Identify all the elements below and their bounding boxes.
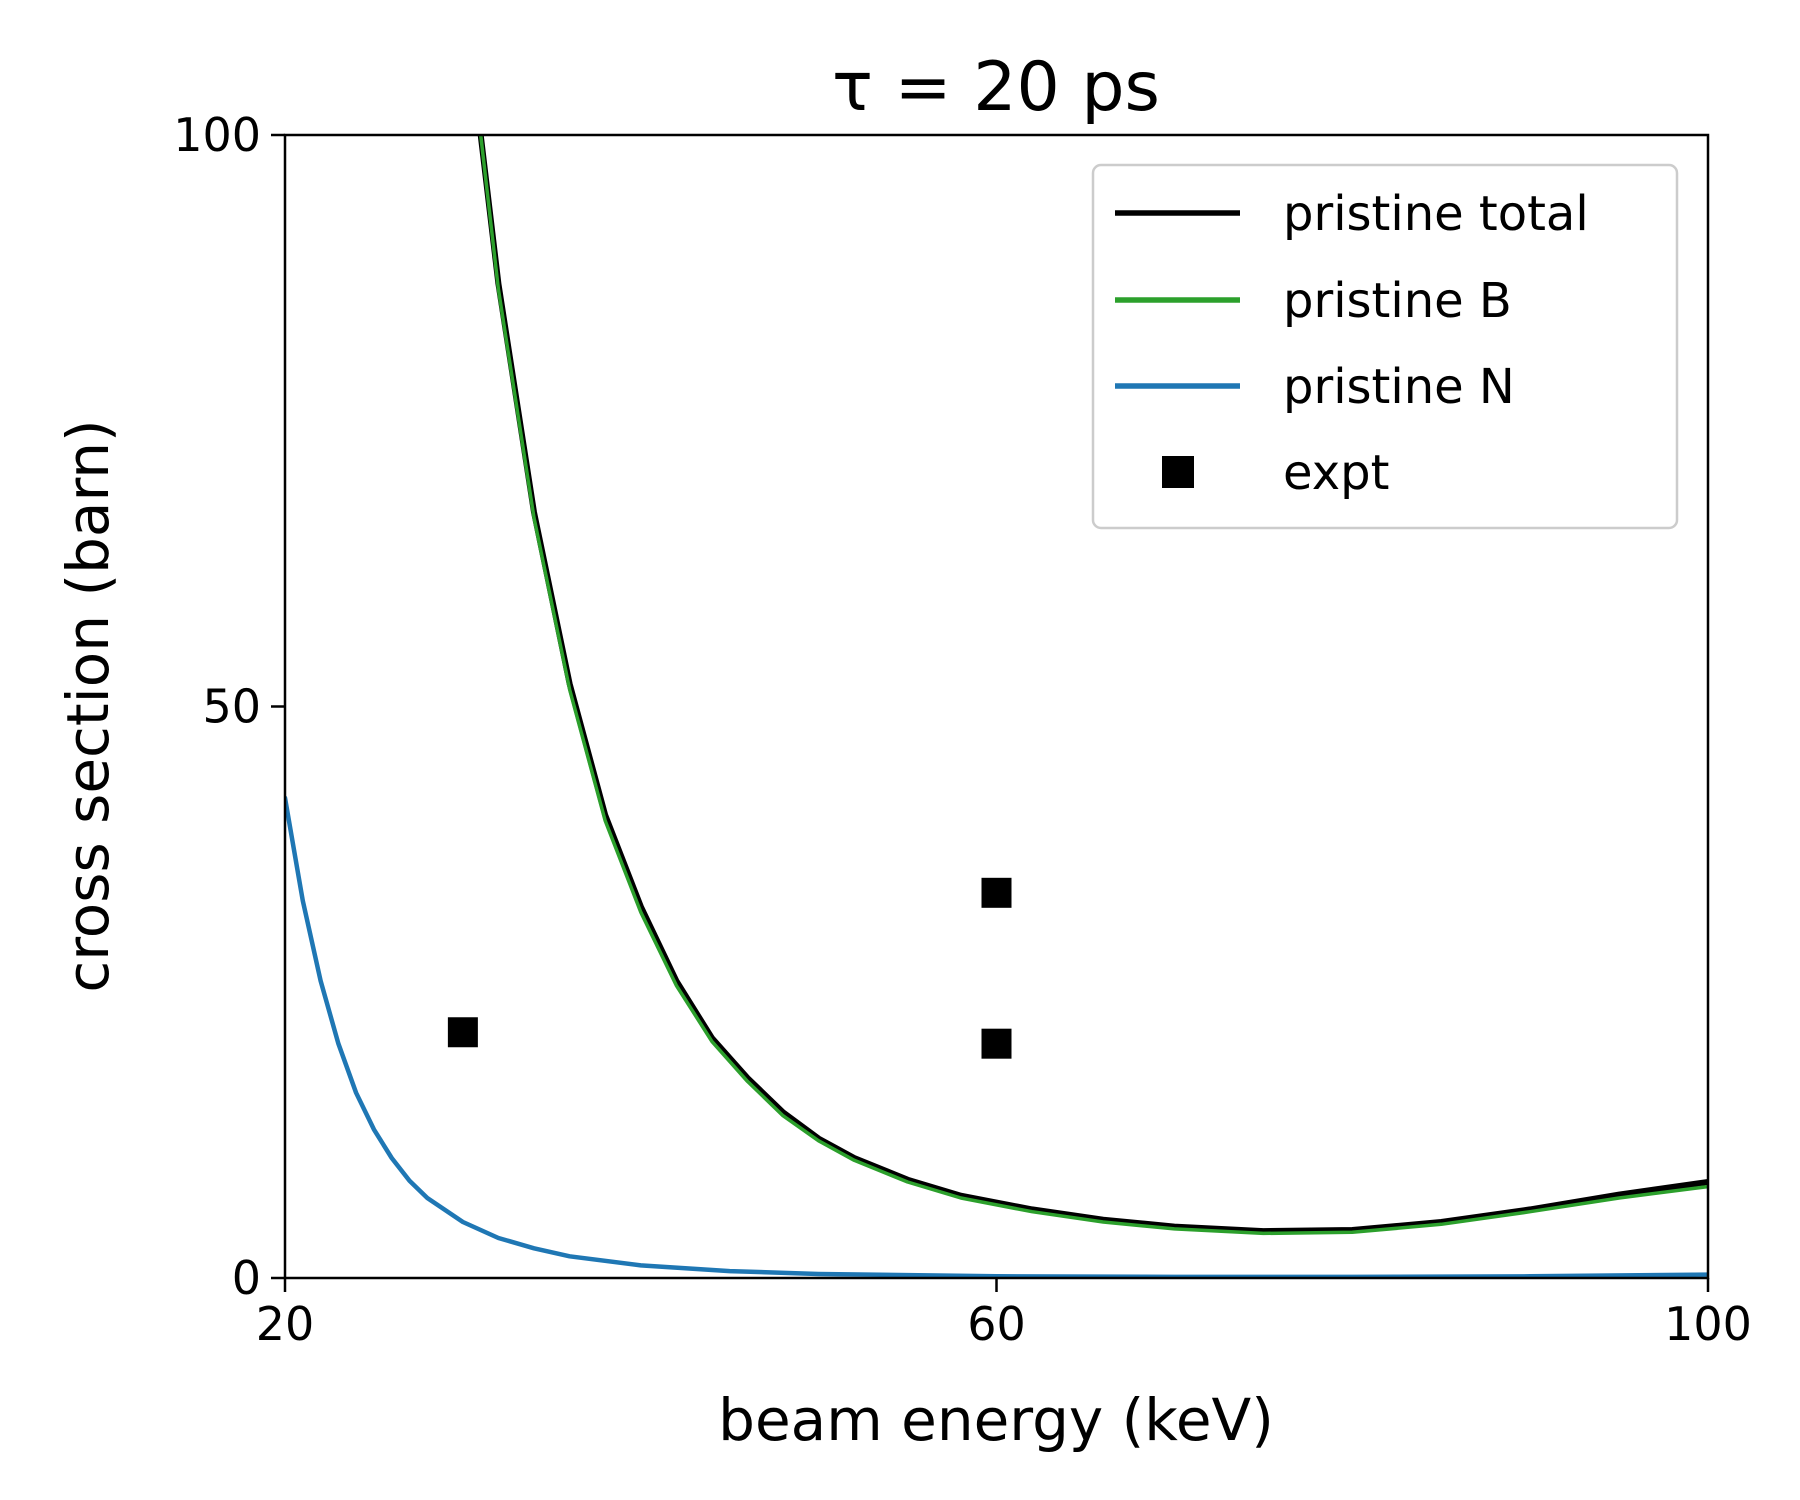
y-axis-label: cross section (barn) — [54, 419, 122, 992]
series-line-pristine-N — [285, 795, 1708, 1278]
legend: pristine total pristine B pristine N expt — [1091, 163, 1679, 530]
x-tick-label: 100 — [1664, 1297, 1752, 1351]
y-tick-label: 0 — [232, 1251, 261, 1305]
points-layer — [447, 877, 1012, 1059]
y-tick-label: 100 — [173, 108, 261, 162]
legend-label: expt — [1283, 445, 1389, 501]
x-axis-label: beam energy (keV) — [718, 1386, 1274, 1454]
x-tick-label: 60 — [967, 1297, 1026, 1351]
axis-ticks: 20 60 100 0 50 100 — [173, 108, 1752, 1351]
expt-point — [981, 1028, 1012, 1059]
legend-label: pristine N — [1283, 359, 1515, 415]
legend-label: pristine total — [1283, 186, 1589, 242]
x-tick-label: 20 — [256, 1297, 315, 1351]
y-tick-label: 50 — [202, 680, 261, 734]
expt-point — [447, 1017, 478, 1048]
legend-box — [1091, 163, 1679, 530]
plot-frame — [283, 133, 1710, 1280]
legend-label: pristine B — [1283, 273, 1512, 329]
series-line-pristine-B — [478, 135, 1708, 1236]
legend-swatch — [1162, 456, 1194, 488]
chart-title: τ = 20 ps — [832, 48, 1160, 127]
expt-point — [981, 877, 1012, 908]
series-layer — [285, 135, 1708, 1278]
